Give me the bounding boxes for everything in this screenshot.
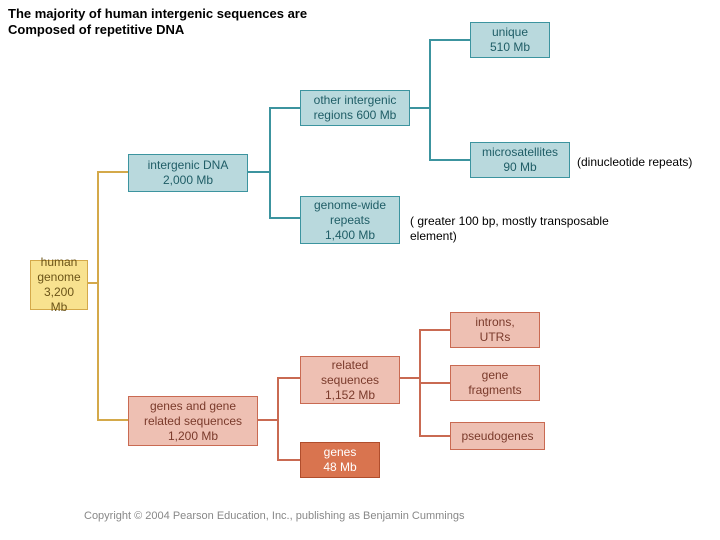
node-human-genome: human genome 3,200 Mb — [30, 260, 88, 310]
node-text: unique — [492, 25, 528, 40]
node-text: 3,200 Mb — [35, 285, 83, 315]
node-text: genome-wide — [314, 198, 386, 213]
node-text: 1,200 Mb — [168, 429, 218, 444]
node-text: 1,400 Mb — [325, 228, 375, 243]
node-text: introns, — [475, 315, 514, 330]
node-related-sequences: related sequences 1,152 Mb — [300, 356, 400, 404]
node-text: UTRs — [480, 330, 511, 345]
node-text: 48 Mb — [323, 460, 356, 475]
annotation-dinucleotide: (dinucleotide repeats) — [575, 154, 694, 170]
node-genes-related: genes and gene related sequences 1,200 M… — [128, 396, 258, 446]
copyright-text: Copyright © 2004 Pearson Education, Inc.… — [84, 510, 464, 522]
node-microsatellites: microsatellites 90 Mb — [470, 142, 570, 178]
node-text: other intergenic — [314, 93, 397, 108]
node-other-intergenic: other intergenic regions 600 Mb — [300, 90, 410, 126]
node-text: 1,152 Mb — [325, 388, 375, 403]
node-text: pseudogenes — [461, 429, 533, 444]
node-text: gene — [482, 368, 509, 383]
node-text: related sequences — [144, 414, 242, 429]
node-text: sequences — [321, 373, 379, 388]
node-text: 510 Mb — [490, 40, 530, 55]
node-text: repeats — [330, 213, 370, 228]
node-pseudogenes: pseudogenes — [450, 422, 545, 450]
node-introns: introns, UTRs — [450, 312, 540, 348]
node-text: 2,000 Mb — [163, 173, 213, 188]
node-text: genes and gene — [150, 399, 236, 414]
node-unique: unique 510 Mb — [470, 22, 550, 58]
node-text: human — [41, 255, 78, 270]
node-text: fragments — [468, 383, 521, 398]
node-text: 90 Mb — [503, 160, 536, 175]
node-text: related — [332, 358, 369, 373]
node-intergenic-dna: intergenic DNA 2,000 Mb — [128, 154, 248, 192]
node-gene-fragments: gene fragments — [450, 365, 540, 401]
node-text: genome — [37, 270, 80, 285]
annotation-transposable-2: element) — [408, 228, 459, 244]
node-text: microsatellites — [482, 145, 558, 160]
node-text: genes — [324, 445, 357, 460]
node-genes: genes 48 Mb — [300, 442, 380, 478]
node-text: regions 600 Mb — [314, 108, 397, 123]
annotation-transposable-1: ( greater 100 bp, mostly transposable — [408, 213, 611, 229]
node-genome-wide: genome-wide repeats 1,400 Mb — [300, 196, 400, 244]
node-text: intergenic DNA — [148, 158, 229, 173]
